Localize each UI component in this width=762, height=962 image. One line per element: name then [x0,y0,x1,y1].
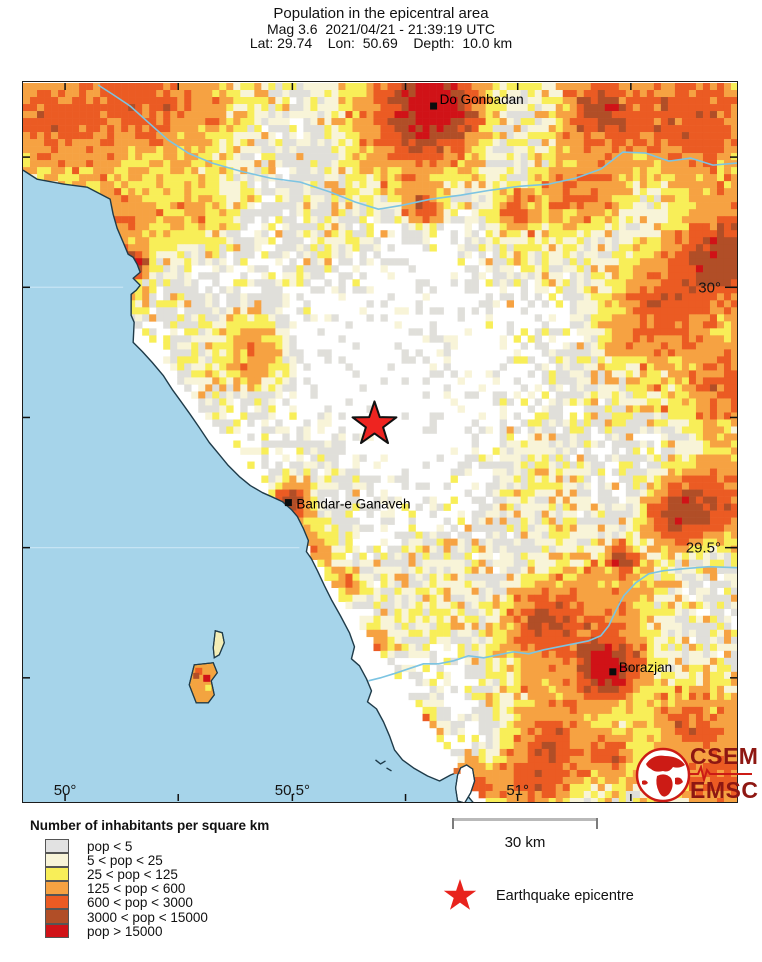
epicentral-area-map: 30° 29.5° 50° 50.5° 51° Do Gonbadan Bandar-e … [22,81,738,803]
title-block: Population in the epicentral area Mag 3.… [0,5,762,51]
legend-row: 125 < pop < 600 [30,881,269,897]
legend-swatch [45,881,69,896]
epicentre-legend-label: Earthquake epicentre [496,888,634,904]
degree-labels: 30°29.5°50° 50.5° 51° [54,279,737,799]
event-magnitude-datetime: Mag 3.6 2021/04/21 - 21:39:19 UTC [266,20,496,37]
legend-row: 25 < pop < 125 [30,866,269,882]
epicentre-legend: Earthquake epicentre [440,876,634,916]
scale-bar-graphic [452,818,598,829]
emsc-globe-icon [635,747,691,803]
epicentre-star-icon [443,879,477,910]
map-canvas: 30°29.5°50° 50.5° 51° Do GonbadanBandar-e … [23,82,737,802]
legend-row: 600 < pop < 3000 [30,895,269,911]
legend-swatch [45,923,69,938]
legend-row: 3000 < pop < 15000 [30,909,269,925]
legend-row: pop > 15000 [30,923,269,939]
frame-ticks [23,82,737,802]
legend-label: pop < 5 [87,838,133,854]
seismogram-icon [690,765,752,783]
legend-label: 25 < pop < 125 [87,866,178,882]
legend-swatch [45,909,69,924]
epicenter-star-icon [351,400,398,445]
legend-label: pop > 15000 [87,923,163,939]
legend-label: 600 < pop < 3000 [87,895,193,911]
legend-label: 125 < pop < 600 [87,881,186,897]
legend-row: 5 < pop < 25 [30,852,269,868]
population-legend: Number of inhabitants per square km pop … [30,818,270,939]
logo-text-csem: CSEM [690,743,759,769]
scale-bar-label: 30 km [504,834,546,851]
latitude-gridlines [23,286,300,549]
sea-layer [23,169,474,802]
rivers-layer [97,84,737,682]
legend-swatch [45,866,69,882]
logo-text-emsc: EMSC [690,777,759,803]
scale-bar-left-cap [452,818,454,829]
csem-emsc-logo: CSEM EMSC [634,743,759,807]
page-title: Population in the epicentral area [273,5,489,22]
legend-label: 5 < pop < 25 [87,852,163,868]
map-scale-bar: 30 km [452,818,598,851]
legend-label: 3000 < pop < 15000 [87,909,208,925]
scale-bar-line [452,818,598,821]
legend-row: pop < 5 [30,838,269,854]
population-raster [23,82,737,802]
legend-title: Number of inhabitants per square km [30,818,270,833]
legend-swatch [45,852,69,867]
event-coordinates-depth: Lat: 29.74 Lon: 50.69 Depth: 10.0 km [249,35,513,51]
legend-swatch [45,895,69,910]
legend-swatch [45,838,69,853]
scale-bar-right-cap [596,818,598,829]
islands-layer [188,629,476,802]
